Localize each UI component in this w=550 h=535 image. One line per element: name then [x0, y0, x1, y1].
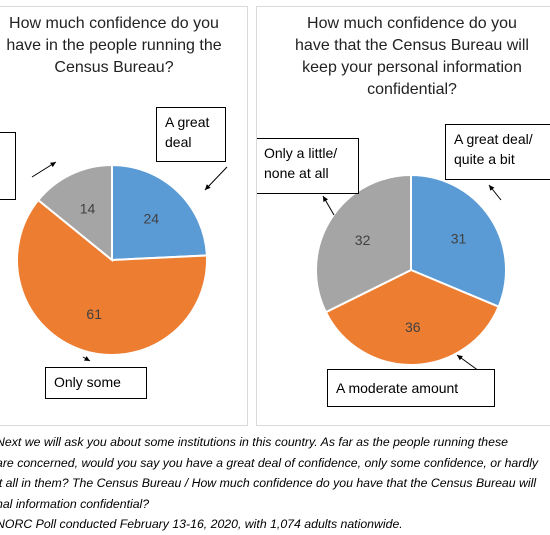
- left-value-label-2: 14: [80, 201, 96, 217]
- left-leader-line-0: [204, 166, 228, 191]
- right-pie-chart: 31 36 32: [315, 173, 507, 372]
- left-pie-slice-2: [36, 163, 113, 263]
- right-value-label-0: 31: [451, 230, 467, 246]
- left-leader-line-2: [31, 161, 57, 178]
- right-leader-line-0: [488, 184, 502, 201]
- right-callout-great-deal: A great deal/ quite a bit: [445, 124, 550, 180]
- left-leader-line-1: [82, 356, 91, 362]
- left-pie-chart: 24 61 14: [16, 161, 228, 362]
- right-pie-slice-0: [410, 173, 507, 309]
- right-value-label-2: 32: [355, 232, 371, 248]
- right-leader-line-1: [456, 354, 480, 372]
- footnote-line: at all in them? The Census Bureau / How …: [0, 476, 537, 490]
- left-chart-panel: How much confidence do you have in the p…: [0, 6, 248, 426]
- left-callout-only-some: Only some: [45, 367, 147, 399]
- footnote: Next we will ask you about some institut…: [0, 432, 550, 535]
- right-pie-slice-2: [315, 173, 412, 314]
- footnote-line: NORC Poll conducted February 13-16, 2020…: [0, 517, 403, 531]
- right-value-label-1: 36: [405, 319, 421, 335]
- right-pie-slice-1: [324, 268, 500, 366]
- left-callout-hardly-any: y: [0, 132, 16, 200]
- left-value-label-0: 24: [144, 211, 160, 227]
- right-chart-panel: How much confidence do you have that the…: [256, 6, 550, 426]
- left-pie-slice-1: [16, 198, 208, 356]
- right-leader-line-2: [322, 195, 335, 216]
- footnote-line: are concerned, would you say you have a …: [0, 455, 539, 470]
- left-chart-title: How much confidence do you have in the p…: [6, 15, 222, 76]
- right-callout-moderate-amount: A moderate amount: [327, 369, 495, 407]
- left-pie-slice-0: [111, 163, 208, 262]
- right-callout-little-none: Only a little/ none at all: [257, 138, 359, 194]
- left-value-label-1: 61: [86, 306, 102, 322]
- left-callout-great-deal: A great deal: [156, 107, 226, 162]
- footnote-line: Next we will ask you about some institut…: [0, 435, 508, 449]
- footnote-line: nal information confidential?: [0, 496, 150, 511]
- right-chart-title: How much confidence do you have that the…: [295, 15, 529, 98]
